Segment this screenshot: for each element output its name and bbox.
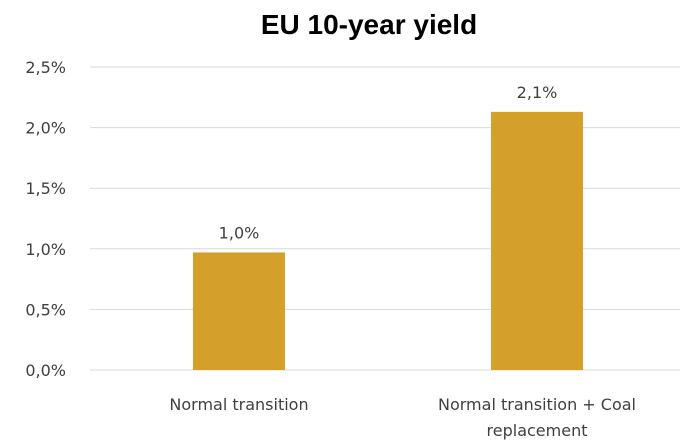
chart-title: EU 10-year yield — [261, 9, 477, 40]
y-tick-label: 1,0% — [25, 240, 66, 259]
data-label: 2,1% — [517, 83, 558, 102]
category-label: Normal transition + Coal — [438, 395, 636, 414]
data-label: 1,0% — [219, 223, 260, 242]
gridlines — [90, 66, 680, 371]
bars — [193, 111, 583, 371]
x-axis-categories: Normal transition Normal transition + Coa… — [169, 395, 636, 440]
y-axis-ticks: 0,0% 0,5% 1,0% 1,5% 2,0% 2,5% — [25, 58, 66, 380]
data-labels: 1,0% 2,1% — [219, 83, 558, 243]
bar — [491, 111, 583, 371]
y-tick-label: 1,5% — [25, 179, 66, 198]
category-label: Normal transition — [169, 395, 308, 414]
bar — [193, 252, 285, 370]
y-tick-label: 0,5% — [25, 300, 66, 319]
y-tick-label: 2,5% — [25, 58, 66, 77]
y-tick-label: 0,0% — [25, 361, 66, 380]
y-tick-label: 2,0% — [25, 119, 66, 138]
category-label: replacement — [487, 421, 588, 440]
